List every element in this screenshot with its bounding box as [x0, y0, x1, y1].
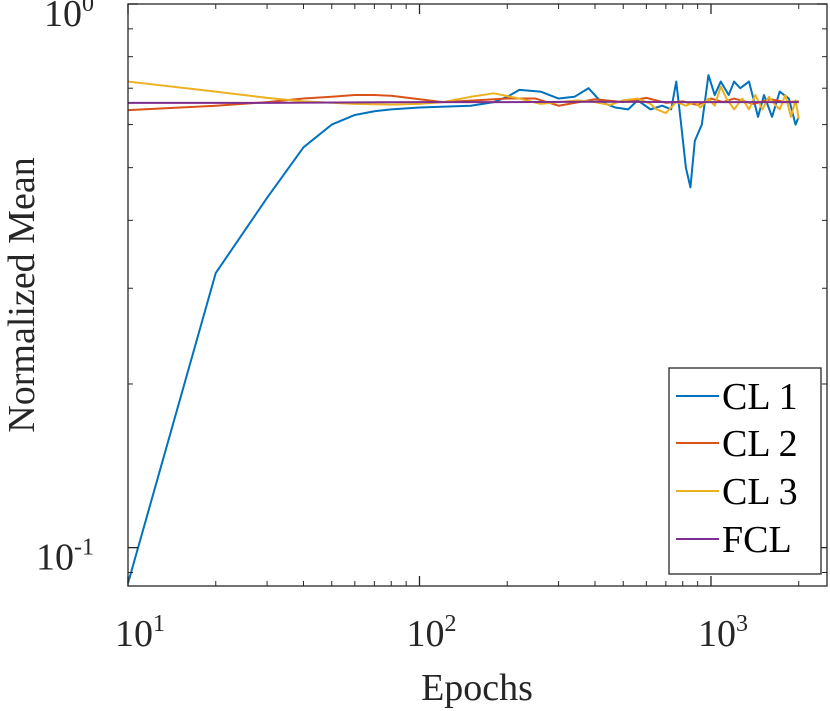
series-layer	[127, 74, 800, 584]
x-tick-label: 102	[407, 611, 457, 655]
x-tick-label: 101	[115, 611, 165, 655]
legend-label-cl2: CL 2	[722, 423, 798, 465]
y-axis-label: Normalized Mean	[1, 157, 43, 432]
axes-box	[127, 3, 828, 587]
legend-label-cl1: CL 1	[722, 376, 798, 418]
x-axis-label: Epochs	[421, 667, 533, 709]
y-tick-label: 100	[44, 0, 94, 35]
x-tick-label: 103	[698, 611, 748, 655]
series-line-cl2	[127, 94, 799, 112]
series-line-fcl	[128, 100, 799, 104]
y-tick-label: 10-1	[36, 535, 94, 579]
tick-layer: 101 102 103 10-1 100	[36, 0, 827, 655]
series-line-cl1	[127, 74, 800, 584]
legend-label-fcl: FCL	[722, 519, 792, 561]
legend: CL 1 CL 2 CL 3 FCL	[668, 367, 822, 575]
legend-label-cl3: CL 3	[722, 471, 798, 513]
